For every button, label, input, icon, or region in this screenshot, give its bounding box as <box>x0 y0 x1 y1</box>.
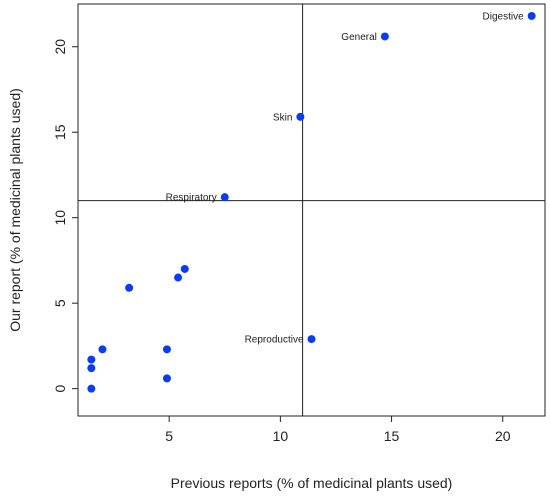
x-axis: 5 10 15 20 <box>165 416 511 444</box>
plot-frame <box>77 3 546 417</box>
y-tick-label: 15 <box>52 124 68 140</box>
x-tick-label: 15 <box>384 428 400 444</box>
data-point <box>162 345 171 354</box>
data-points <box>87 11 536 393</box>
data-point <box>174 273 183 282</box>
data-point <box>98 345 107 354</box>
y-tick-label: 20 <box>52 39 68 55</box>
data-point <box>307 335 316 344</box>
data-point <box>87 355 96 364</box>
y-tick-label: 10 <box>52 210 68 226</box>
y-tick-label: 5 <box>52 299 68 307</box>
x-tick-label: 20 <box>495 428 511 444</box>
x-tick-label: 10 <box>273 428 289 444</box>
data-point <box>380 32 389 41</box>
point-labels: Digestive General Skin Respiratory Reproduct… <box>166 11 524 345</box>
y-axis-title: Our report (% of medicinal plants used) <box>7 88 23 332</box>
point-label: Skin <box>273 112 292 123</box>
data-point <box>220 193 229 202</box>
x-tick-label: 5 <box>165 428 173 444</box>
data-point <box>296 112 305 121</box>
data-point <box>180 264 189 273</box>
point-label: General <box>341 32 377 43</box>
data-point <box>162 374 171 383</box>
point-label: Respiratory <box>166 193 217 204</box>
reference-lines <box>78 4 545 416</box>
y-axis: 0 5 10 15 20 <box>52 39 78 393</box>
x-axis-title: Previous reports (% of medicinal plants … <box>171 475 453 491</box>
data-point <box>527 11 536 20</box>
data-point <box>125 283 134 292</box>
point-label: Digestive <box>483 11 525 22</box>
point-label: Reproductive <box>245 335 304 346</box>
data-point <box>87 384 96 393</box>
y-tick-label: 0 <box>52 385 68 393</box>
data-point <box>87 364 96 373</box>
